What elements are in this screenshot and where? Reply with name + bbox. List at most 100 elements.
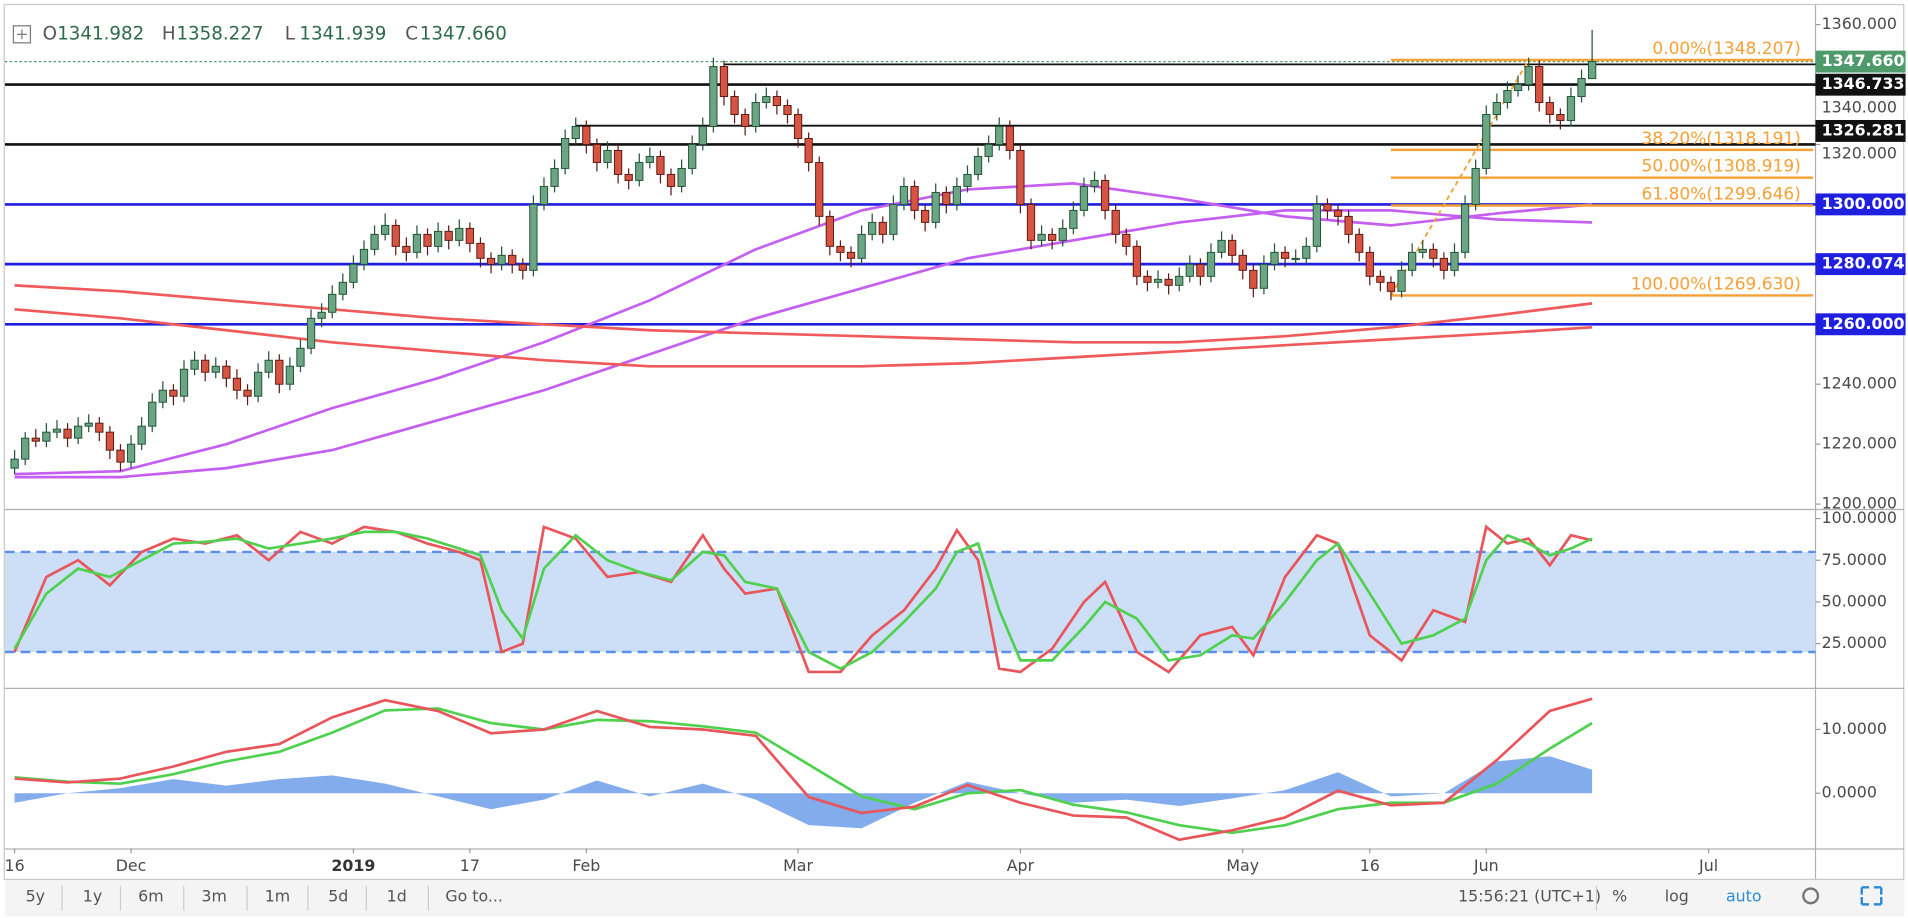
candle-body xyxy=(1312,203,1321,247)
price-tag xyxy=(1815,193,1906,216)
candle-body xyxy=(1386,281,1396,292)
candle-body xyxy=(846,251,856,259)
x-tick-label: Apr xyxy=(1007,856,1035,875)
candle-body xyxy=(550,167,559,187)
y-tick-label: 10.0000 xyxy=(1822,719,1887,738)
settings-icon[interactable] xyxy=(1802,887,1820,905)
goto-button[interactable]: Go to... xyxy=(445,887,503,906)
candle-body xyxy=(1026,203,1036,241)
range-button[interactable]: 3m xyxy=(201,887,226,906)
candle-body xyxy=(508,254,517,265)
candle-body xyxy=(63,428,72,439)
frame xyxy=(3,3,1905,881)
candle-body xyxy=(1249,269,1258,289)
candle-body xyxy=(1206,251,1216,277)
candle-body xyxy=(920,209,930,223)
candle-body xyxy=(688,143,697,169)
y-tick-label: 100.0000 xyxy=(1822,508,1897,527)
candle-body xyxy=(603,149,612,163)
x-tick-label: 2019 xyxy=(331,856,375,875)
candle-body xyxy=(1503,90,1512,104)
clock: 15:56:21 (UTC+1) xyxy=(1458,887,1601,906)
x-tick-label: Mar xyxy=(783,856,813,875)
indicator-line xyxy=(13,530,1593,671)
candle-body xyxy=(359,248,369,265)
candle-body xyxy=(868,221,877,235)
candle-body xyxy=(1270,251,1279,265)
indicator-line xyxy=(14,307,1593,368)
candle-body xyxy=(772,96,782,107)
candle-body xyxy=(793,114,803,139)
candle-body xyxy=(1587,61,1597,80)
range-button[interactable]: 6m xyxy=(138,887,163,906)
toolbar: Go to... 15:56:21 (UTC+1) 5y 1y 6m 3m 1m 5d 1d… xyxy=(4,880,1905,917)
price-tag-label: 1300.000 xyxy=(1822,194,1905,213)
candle-body xyxy=(1100,179,1110,211)
candle-body xyxy=(1556,114,1565,121)
candle-body xyxy=(635,161,644,181)
candle-body xyxy=(222,365,231,379)
indicator-line xyxy=(14,707,1593,835)
candle-body xyxy=(391,224,400,247)
fib-label: 50.00%(1308.919) xyxy=(1642,157,1801,177)
fib-label: 38.20%(1318.191) xyxy=(1642,129,1801,149)
candle-body xyxy=(306,317,316,349)
x-tick-label: 16 xyxy=(1360,856,1380,875)
candle-body xyxy=(497,254,506,265)
candle-body xyxy=(1175,275,1184,286)
candle-body xyxy=(1111,209,1120,235)
candle-body xyxy=(1143,275,1152,283)
y-tick-label: 1320.000 xyxy=(1822,144,1897,163)
candle-body xyxy=(740,114,750,127)
candle-body xyxy=(423,233,432,247)
range-button[interactable]: 5y xyxy=(26,887,45,906)
candle-body xyxy=(1005,126,1014,151)
candle-body xyxy=(963,173,972,187)
candle-body xyxy=(973,155,983,175)
candle-body xyxy=(275,359,284,385)
fullscreen-icon[interactable] xyxy=(1860,886,1883,906)
candle-body xyxy=(84,422,93,427)
candle-body xyxy=(1058,227,1067,241)
candle-body xyxy=(433,230,443,247)
legend-icon[interactable] xyxy=(12,25,32,44)
candle-body xyxy=(1333,209,1343,217)
candle-body xyxy=(878,221,887,235)
candle-body xyxy=(1376,275,1385,283)
candle-body xyxy=(296,347,305,367)
option-button[interactable]: auto xyxy=(1726,887,1762,906)
candle-body xyxy=(899,185,909,205)
x-tick-label: Dec xyxy=(116,856,147,875)
option-button[interactable]: % xyxy=(1612,887,1627,906)
candle-body xyxy=(561,137,570,169)
candle-body xyxy=(518,263,527,271)
candle-body xyxy=(1365,251,1374,277)
macd-pane xyxy=(14,697,1593,842)
candle-body xyxy=(1164,278,1173,286)
y-tick-label: 0.0000 xyxy=(1822,783,1877,802)
candle-body xyxy=(751,102,760,127)
indicator-line xyxy=(14,697,1593,842)
legend-value: 1341.939 xyxy=(299,23,386,44)
candle-body xyxy=(412,233,422,253)
x-tick-label: May xyxy=(1226,856,1259,875)
range-button[interactable]: 1d xyxy=(387,887,407,906)
legend-key: H xyxy=(162,23,176,44)
x-tick-label: 16 xyxy=(5,856,25,875)
range-button[interactable]: 1m xyxy=(265,887,290,906)
range-button[interactable]: 5d xyxy=(328,887,348,906)
candle-body xyxy=(52,428,62,433)
range-button[interactable]: 1y xyxy=(83,887,102,906)
candle-body xyxy=(402,245,411,253)
option-button[interactable]: log xyxy=(1665,887,1689,906)
candle-body xyxy=(931,191,940,223)
candle-body xyxy=(1132,245,1142,277)
candle-body xyxy=(381,224,390,235)
candle-body xyxy=(232,377,242,391)
candle-body xyxy=(476,242,485,259)
y-tick-label: 1200.000 xyxy=(1822,494,1897,513)
price-pane: 0.00%(1348.207) 38.20%(1318.191) 50.00%(13… xyxy=(4,29,1816,479)
candle-body xyxy=(539,185,549,205)
candle-body xyxy=(285,365,295,385)
